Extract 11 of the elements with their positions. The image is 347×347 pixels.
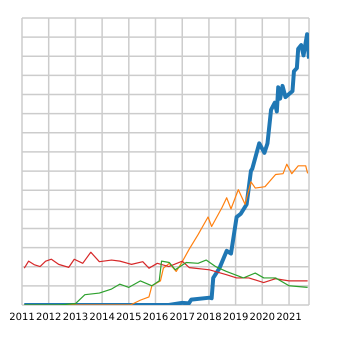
- x-tick-label: 2015: [116, 312, 142, 324]
- x-tick-label: 2017: [170, 312, 195, 324]
- x-tick-label: 2011: [9, 312, 35, 324]
- x-tick-label: 2021: [276, 312, 302, 324]
- x-tick-label: 2019: [222, 312, 248, 324]
- x-tick-label: 2012: [36, 312, 62, 324]
- x-tick-label: 2016: [142, 312, 168, 324]
- x-tick-label: 2020: [250, 312, 276, 324]
- x-tick-label: 2013: [62, 312, 88, 324]
- x-tick-label: 2018: [196, 312, 222, 324]
- x-tick-label: 2014: [89, 312, 115, 324]
